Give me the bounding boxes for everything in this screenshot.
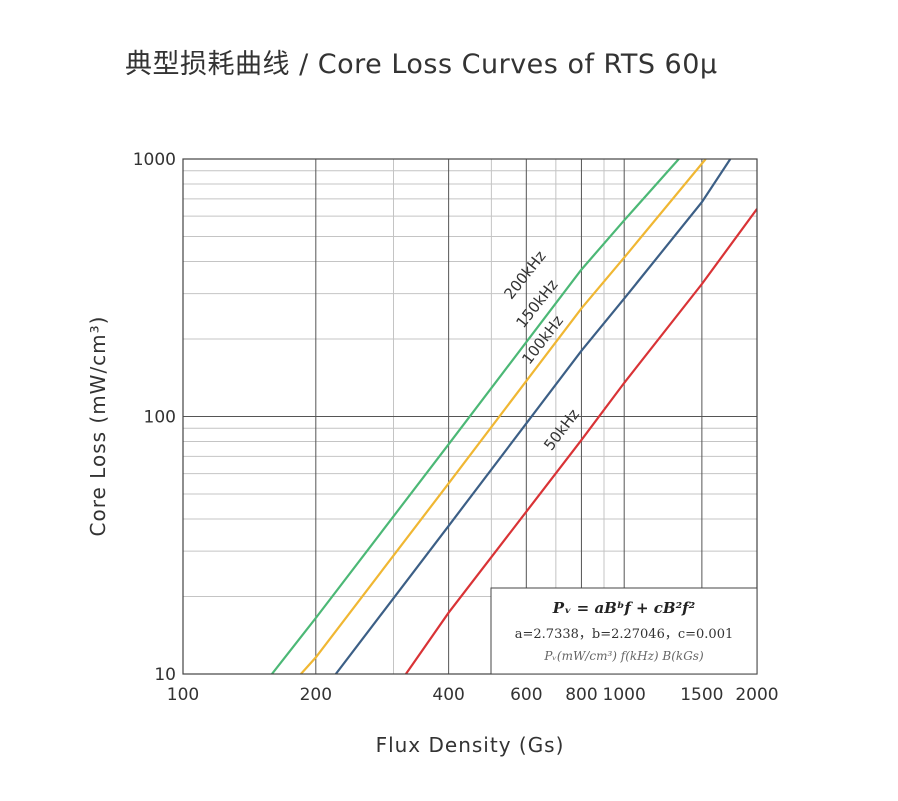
chart-title: 典型损耗曲线 / Core Loss Curves of RTS 60μ <box>125 49 718 80</box>
formula-main: Pᵥ = aBᵇf + cB²f² <box>552 599 696 617</box>
formula-box-frame <box>490 587 758 675</box>
series-line-100khz <box>334 159 732 674</box>
plot-frame <box>182 158 758 675</box>
x-tick-label: 800 <box>565 685 597 705</box>
formula-units: Pᵥ(mW/cm³) f(kHz) B(kGs) <box>543 649 704 663</box>
x-tick-label: 1000 <box>603 685 646 705</box>
curve-layer <box>271 159 757 674</box>
x-tick-label: 1500 <box>680 685 723 705</box>
x-tick-label: 2000 <box>735 685 778 705</box>
series-line-50khz <box>404 208 757 674</box>
x-axis-label: Flux Density (Gs) <box>376 733 565 757</box>
y-tick-label: 10 <box>154 665 176 685</box>
formula-box: Pᵥ = aBᵇf + cB²f² a=2.7338，b=2.27046，c=0… <box>490 587 758 675</box>
x-tick-label: 200 <box>300 685 332 705</box>
y-tick-label: 1000 <box>133 150 176 170</box>
series-line-150khz <box>300 159 707 674</box>
y-tick-label: 100 <box>144 408 176 428</box>
x-tick-label: 400 <box>432 685 464 705</box>
x-tick-label: 100 <box>167 685 199 705</box>
x-tick-label: 600 <box>510 685 542 705</box>
series-line-200khz <box>271 159 680 674</box>
y-axis-label: Core Loss (mW/cm³) <box>86 316 110 537</box>
formula-params: a=2.7338，b=2.27046，c=0.001 <box>515 627 734 642</box>
